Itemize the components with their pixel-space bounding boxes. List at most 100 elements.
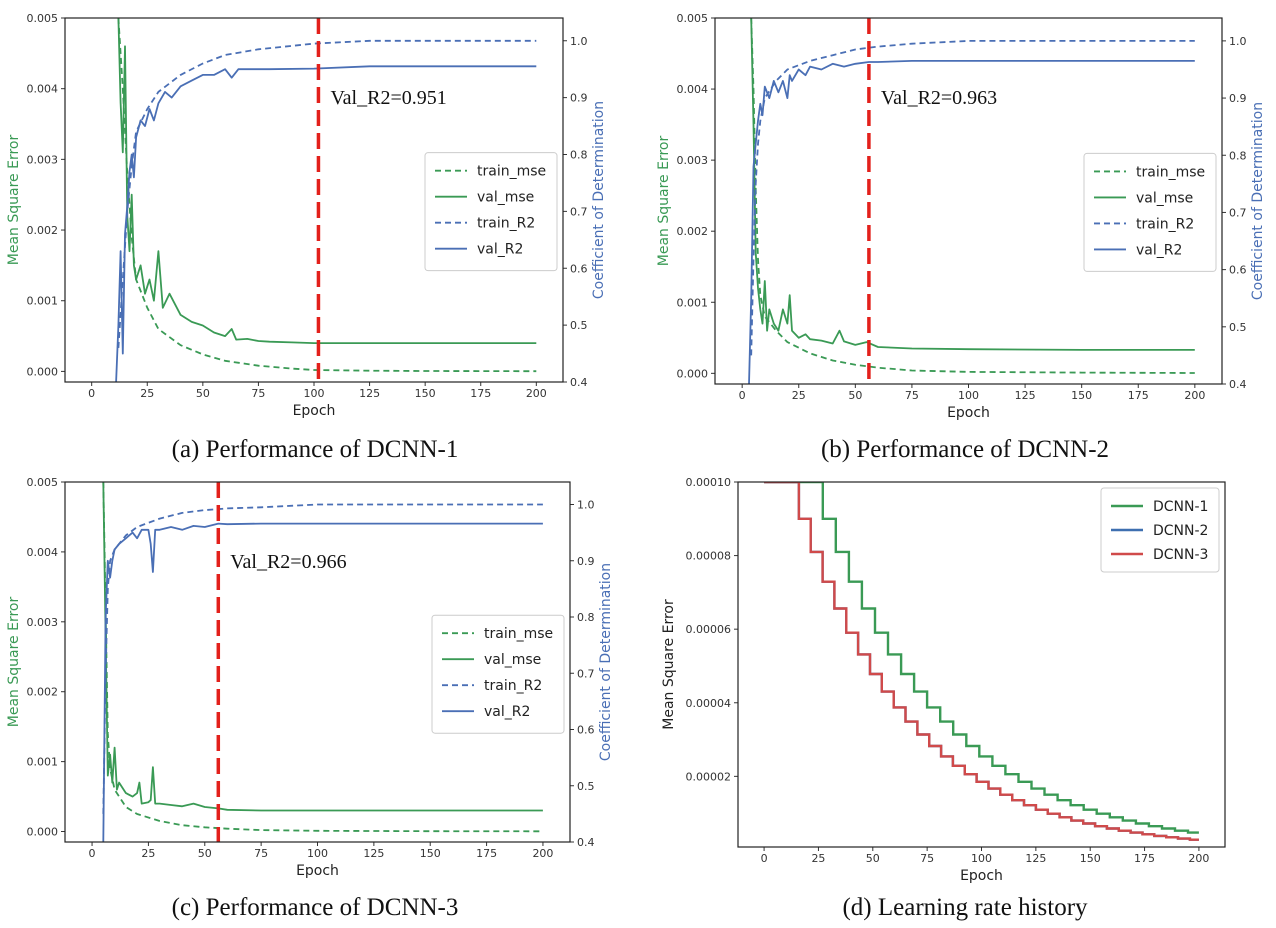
- legend-label: val_R2: [1136, 242, 1182, 258]
- x-tick-label: 0: [761, 852, 768, 865]
- x-tick-label: 175: [470, 387, 491, 400]
- y-right-tick-label: 0.9: [570, 92, 588, 105]
- caption-c: (c) Performance of DCNN-3: [172, 894, 459, 921]
- x-tick-label: 100: [971, 852, 992, 865]
- y-tick-label: 0.002: [27, 686, 59, 699]
- chart-panel-4: 0 25 50 75 100 125 150 175 200 0.00002 0.00004 0.00…: [661, 476, 1226, 884]
- x-tick-label: 100: [304, 387, 325, 400]
- y-tick-label: 0.003: [677, 154, 709, 167]
- legend-box: [431, 614, 565, 734]
- x-tick-label: 50: [196, 387, 210, 400]
- legend-label: train_R2: [1136, 216, 1194, 232]
- y-right-axis-label: Coefficient of Determination: [598, 563, 614, 761]
- x-tick-label: 125: [1015, 389, 1036, 402]
- plot-frame: [64, 17, 564, 383]
- y-tick-label: 0.003: [27, 153, 59, 166]
- plot-frame: [64, 481, 571, 843]
- plot-area: [102, 482, 543, 842]
- y-right-tick-label: 0.5: [570, 319, 588, 332]
- legend-label: val_mse: [484, 652, 541, 668]
- y-right-tick-label: 0.6: [577, 724, 595, 737]
- y-right-tick-label: 0.7: [577, 667, 595, 680]
- y-tick-label: 0.00002: [686, 770, 732, 783]
- series-line-val-mse: [117, 18, 537, 345]
- x-tick-label: 75: [920, 852, 934, 865]
- legend-label: DCNN-2: [1153, 523, 1208, 539]
- x-tick-label: 175: [1128, 389, 1149, 402]
- y-tick-label: 0.000: [27, 365, 59, 378]
- x-tick-label: 150: [1071, 389, 1092, 402]
- r2-annotation: Val_R2=0.963: [881, 87, 997, 109]
- x-axis-label: Epoch: [947, 405, 990, 421]
- y-axis-label: Mean Square Error: [656, 136, 672, 267]
- x-tick-label: 25: [140, 387, 154, 400]
- x-tick-label: 125: [1025, 852, 1046, 865]
- plot-frame: [737, 481, 1226, 848]
- y-right-tick-label: 1.0: [570, 35, 588, 48]
- x-axis-label: Epoch: [960, 868, 1003, 884]
- y-axis-label: Mean Square Error: [6, 597, 22, 728]
- x-tick-label: 0: [88, 387, 95, 400]
- x-tick-label: 75: [254, 847, 268, 860]
- series-line-train-r2: [102, 503, 543, 814]
- x-tick-label: 175: [1134, 852, 1155, 865]
- legend-label: train_mse: [484, 626, 553, 642]
- y-tick-label: 0.00008: [686, 550, 732, 563]
- y-tick-label: 0.004: [27, 546, 59, 559]
- y-tick-label: 0.002: [27, 224, 59, 237]
- y-right-axis-label: Coefficient of Determination: [1250, 102, 1266, 300]
- x-tick-label: 25: [141, 847, 155, 860]
- y-tick-label: 0.005: [27, 476, 59, 489]
- y-right-tick-label: 0.4: [570, 376, 588, 389]
- legend-label: val_mse: [477, 190, 534, 206]
- series-line-val-r2: [102, 522, 543, 842]
- chart-panel-1: 0 25 50 75 100 125 150 175 200 0.000 0.001 0.002 0.0…: [6, 12, 607, 419]
- series-line-val-r2: [115, 65, 537, 382]
- legend-label: DCNN-1: [1153, 499, 1208, 515]
- caption-a: (a) Performance of DCNN-1: [172, 436, 459, 463]
- x-axis-label: Epoch: [293, 403, 336, 419]
- series-line-val-mse: [102, 482, 543, 812]
- y-tick-label: 0.005: [677, 12, 709, 25]
- y-axis-label: Mean Square Error: [661, 599, 677, 730]
- y-right-tick-label: 0.9: [1229, 92, 1247, 105]
- x-tick-label: 25: [792, 389, 806, 402]
- x-tick-label: 25: [811, 852, 825, 865]
- y-tick-label: 0.001: [677, 296, 709, 309]
- legend-label: val_R2: [477, 242, 523, 258]
- y-right-tick-label: 1.0: [1229, 35, 1247, 48]
- y-right-tick-label: 0.7: [1229, 206, 1247, 219]
- y-right-tick-label: 0.5: [1229, 321, 1247, 334]
- y-tick-label: 0.00004: [686, 697, 732, 710]
- y-right-tick-label: 0.8: [577, 611, 595, 624]
- y-tick-label: 0.00006: [686, 623, 732, 636]
- x-tick-label: 175: [476, 847, 497, 860]
- y-axis-label: Mean Square Error: [6, 135, 22, 266]
- series-line-train-mse: [750, 18, 1195, 374]
- y-tick-label: 0.00010: [686, 476, 732, 489]
- y-right-tick-label: 0.8: [570, 149, 588, 162]
- x-tick-label: 200: [526, 387, 547, 400]
- plot-area: [764, 482, 1199, 841]
- x-tick-label: 0: [89, 847, 96, 860]
- y-right-tick-label: 0.6: [570, 262, 588, 275]
- legend-box: [1100, 487, 1220, 573]
- y-right-tick-label: 0.9: [577, 555, 595, 568]
- y-right-tick-label: 1.0: [577, 499, 595, 512]
- x-tick-label: 125: [359, 387, 380, 400]
- series-line-train-mse: [117, 18, 537, 373]
- x-tick-label: 75: [251, 387, 265, 400]
- y-right-tick-label: 0.6: [1229, 264, 1247, 277]
- legend-label: DCNN-3: [1153, 547, 1208, 563]
- x-tick-label: 75: [905, 389, 919, 402]
- x-tick-label: 125: [363, 847, 384, 860]
- x-tick-label: 50: [198, 847, 212, 860]
- y-right-tick-label: 0.5: [577, 780, 595, 793]
- legend-label: val_mse: [1136, 190, 1193, 206]
- x-tick-label: 100: [307, 847, 328, 860]
- legend-box: [424, 152, 558, 272]
- y-right-axis-label: Coefficient of Determination: [591, 101, 607, 299]
- x-axis-label: Epoch: [296, 863, 339, 879]
- x-tick-label: 50: [848, 389, 862, 402]
